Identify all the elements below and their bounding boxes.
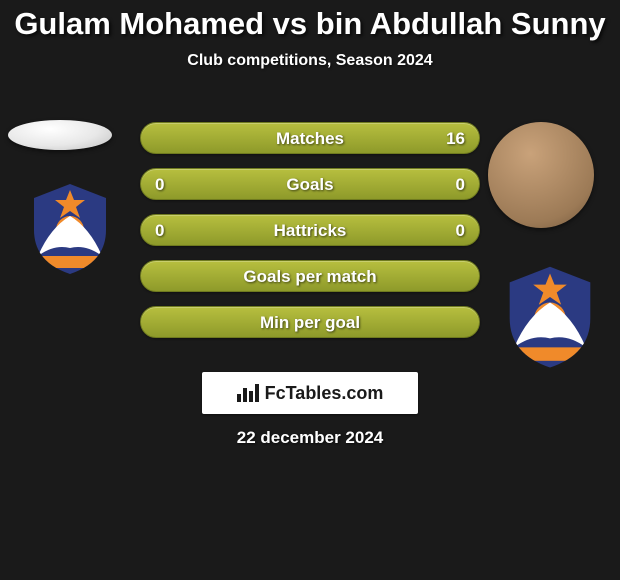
stats-container: Matches 16 0 Goals 0 0 Hattricks 0 Goals…	[140, 122, 480, 352]
stat-row-matches: Matches 16	[140, 122, 480, 154]
stat-label: Hattricks	[141, 215, 479, 247]
bars-icon	[237, 384, 259, 402]
club-crest-icon	[20, 178, 120, 278]
branding-text: FcTables.com	[265, 383, 384, 404]
stat-row-min-per-goal: Min per goal	[140, 306, 480, 338]
comparison-subtitle: Club competitions, Season 2024	[0, 52, 620, 70]
stat-label: Min per goal	[141, 307, 479, 339]
stat-row-goals: 0 Goals 0	[140, 168, 480, 200]
stat-right-value: 0	[456, 215, 465, 247]
stat-row-goals-per-match: Goals per match	[140, 260, 480, 292]
stat-right-value: 0	[456, 169, 465, 201]
stat-label: Matches	[141, 123, 479, 155]
club-crest-icon	[494, 260, 606, 372]
stat-label: Goals per match	[141, 261, 479, 293]
branding-box: FcTables.com	[202, 372, 418, 414]
comparison-title: Gulam Mohamed vs bin Abdullah Sunny	[0, 0, 620, 42]
player-left-avatar	[8, 120, 112, 150]
player-right-avatar	[488, 122, 594, 228]
club-badge-right	[494, 260, 606, 372]
club-badge-left	[20, 178, 120, 278]
stat-row-hattricks: 0 Hattricks 0	[140, 214, 480, 246]
stat-label: Goals	[141, 169, 479, 201]
comparison-date: 22 december 2024	[0, 428, 620, 448]
stat-right-value: 16	[446, 123, 465, 155]
